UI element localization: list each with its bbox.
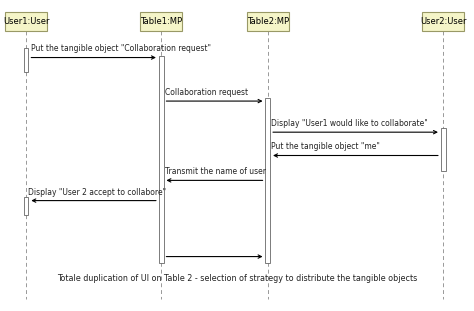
Bar — [441, 128, 446, 171]
Bar — [265, 98, 270, 263]
Text: Collaboration request: Collaboration request — [165, 88, 248, 97]
Bar — [24, 197, 28, 215]
Text: Display "User 2 accept to collabore": Display "User 2 accept to collabore" — [28, 188, 166, 197]
Bar — [159, 56, 164, 263]
Bar — [24, 48, 28, 72]
Text: Totale duplication of UI on Table 2 - selection of strategy to distribute the ta: Totale duplication of UI on Table 2 - se… — [57, 274, 417, 283]
Text: User1:User: User1:User — [3, 17, 49, 26]
Bar — [247, 12, 289, 31]
Bar — [140, 12, 182, 31]
Bar — [422, 12, 464, 31]
Text: Put the tangible object "Collaboration request": Put the tangible object "Collaboration r… — [31, 44, 211, 53]
Text: Table1:MP: Table1:MP — [140, 17, 182, 26]
Text: Put the tangible object "me": Put the tangible object "me" — [271, 142, 380, 151]
Text: User2:User: User2:User — [420, 17, 466, 26]
Text: Transmit the name of user: Transmit the name of user — [165, 167, 266, 176]
Text: Table2:MP: Table2:MP — [247, 17, 289, 26]
Text: Display "User1 would like to collaborate": Display "User1 would like to collaborate… — [271, 119, 428, 128]
Bar — [5, 12, 47, 31]
